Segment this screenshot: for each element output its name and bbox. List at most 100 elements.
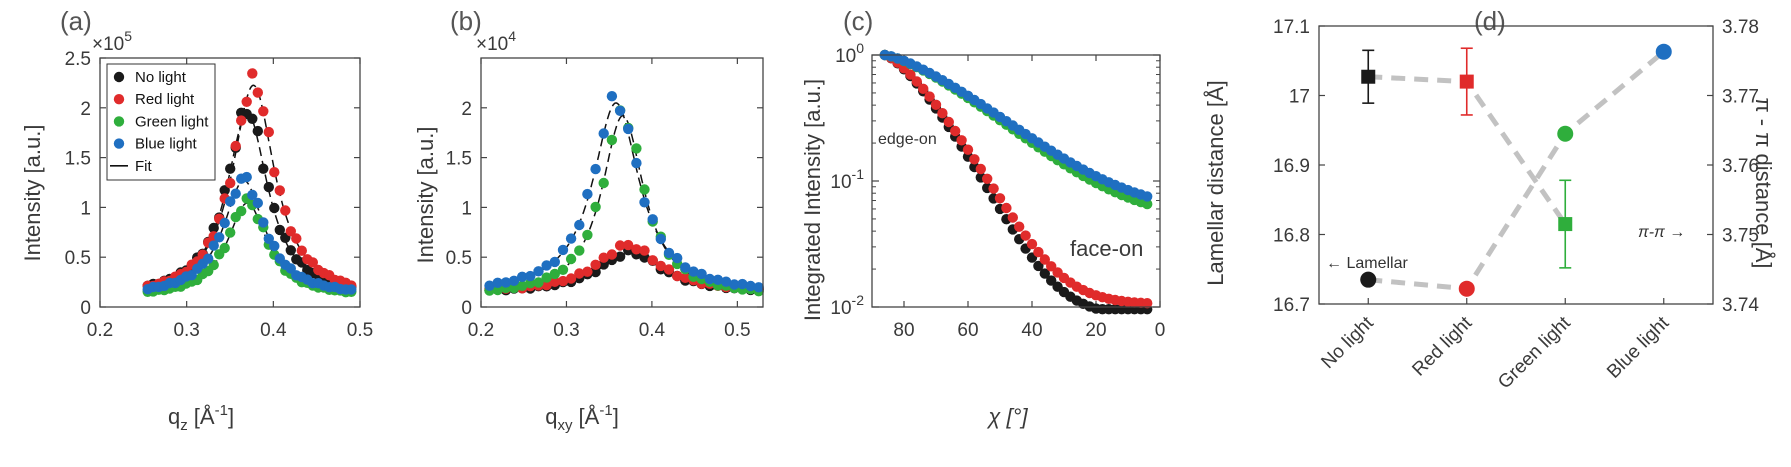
panel-a-data-point [236, 205, 247, 217]
legend-box [106, 63, 216, 181]
panel-c-data-point [988, 183, 999, 194]
panel-b-data-point [672, 270, 683, 282]
panel-a-data-point [219, 217, 230, 229]
panel-b-data-point [484, 280, 495, 291]
legend-marker [113, 138, 125, 149]
panel-b-data-point [549, 276, 560, 287]
panel-a-data-point [230, 140, 241, 152]
panel-a-x-tick-label: 0.5 [347, 320, 373, 341]
panel-a-data-point [208, 222, 219, 234]
panel-b-data-point [541, 260, 552, 271]
panel-b-data-point [606, 249, 618, 260]
panel-b-data-point [500, 277, 512, 288]
panel-c-data-point [1039, 268, 1051, 279]
panel-a-y-tick-label: 1.5 [65, 149, 91, 170]
panel-b-data-point [704, 273, 715, 285]
panel-d-plot-area: 16.7 16.8 16.9 17 17.1 3.74 3.75 3.76 3.77 3.78 No… [1273, 17, 1759, 393]
panel-b-data-point [745, 280, 756, 292]
panel-d-left-tick-label: 17 [1289, 87, 1310, 108]
legend-entry-label: Blue light [135, 136, 198, 153]
panel-b-data-point [623, 123, 634, 135]
panel-b-fit-curve [489, 114, 759, 292]
panel-b-label: (b) [450, 6, 482, 36]
panel-c-data-point [937, 108, 948, 119]
panel-c-data-point [1001, 202, 1012, 214]
panel-c-frame [871, 54, 1161, 308]
panel-b-y-tick-label: 0.5 [446, 248, 472, 269]
panel-d-left-tick-label: 17.1 [1273, 17, 1310, 38]
panel-d-right-tick-label: 3.77 [1722, 87, 1759, 108]
panel-a-data-point [280, 205, 291, 216]
panel-b-data-point [557, 244, 569, 256]
panel-b-data-point [565, 273, 577, 284]
panel-c-data-point [994, 193, 1006, 204]
legend-marker [113, 71, 125, 83]
panel-a-data-point [285, 226, 296, 237]
panel-b-data-point [598, 252, 609, 263]
panel-d-left-tick-label: 16.8 [1273, 226, 1310, 247]
panel-d-category-label: Red light [1408, 312, 1476, 380]
panel-c-data-point [905, 69, 916, 80]
panel-a-y-tick-label: 2.5 [65, 49, 91, 70]
panel-b-data-point [565, 253, 577, 265]
panel-d-category-label: Blue light [1603, 312, 1674, 383]
panel-b-data-point [492, 277, 503, 288]
panel-c-data-point [1142, 198, 1153, 210]
panel-a-x-tick-label: 0.3 [173, 320, 199, 341]
panel-b-data-point [680, 262, 691, 273]
panel-a-x-tick-label: 0.4 [260, 320, 287, 341]
panel-b-data-point [533, 277, 544, 288]
panel-b-data-point [672, 252, 683, 264]
panel-b-data-point [598, 128, 609, 139]
panel-c-data-point [1014, 221, 1025, 232]
pipi-annotation: π-π → [1638, 224, 1685, 241]
panel-a-x-tick-label: 0.2 [87, 320, 113, 341]
panel-a-multiplier: ×105 [92, 28, 132, 55]
panel-a-data-point [230, 188, 241, 199]
panel-b-data-point [614, 240, 626, 251]
legend-entry-label: Green light [135, 113, 209, 130]
panel-d: (d) Lamellar distance [Å] π - π distance… [1203, 6, 1776, 393]
panel-d-category-label: No light [1317, 312, 1378, 373]
panel-b-data-point [533, 266, 544, 277]
panel-b-data-point [590, 201, 601, 213]
panel-b-data-point [549, 268, 560, 280]
panel-b-data-point [590, 259, 601, 270]
panel-b-data-point [753, 282, 764, 293]
panel-a-y-tick-label: 2 [80, 99, 91, 120]
panel-c-data-point [1033, 246, 1044, 258]
panel-a-data-point [225, 177, 236, 189]
pipi-circle-marker [1458, 280, 1475, 297]
legend-entry-label: Fit [135, 158, 152, 175]
panel-b-data-point [549, 256, 560, 268]
panel-a-data-point [252, 197, 263, 209]
panel-a-data-point [263, 233, 274, 244]
panel-b-data-point [590, 163, 601, 175]
panel-b-data-point [492, 284, 503, 296]
panel-b-x-tick-label: 0.3 [553, 320, 579, 341]
panel-a-data-point [274, 224, 285, 236]
panel-b-data-point [614, 251, 626, 262]
panel-b-data-point [565, 233, 577, 244]
panel-a-data-point [225, 227, 236, 238]
panel-d-left-tick-label: 16.9 [1273, 156, 1310, 177]
panel-b-x-tick-label: 0.5 [724, 320, 750, 341]
panel-b-plot-area: 0.2 0.3 0.4 0.5 0 0.5 1 1.5 2 [446, 57, 764, 341]
panel-d-right-tick-label: 3.76 [1722, 156, 1759, 177]
panel-a-y-tick-label: 0.5 [65, 248, 91, 269]
panel-c-data-point [969, 154, 980, 165]
panel-b-data-point [606, 134, 618, 146]
panel-a-data-point [346, 284, 357, 295]
panel-a-data-point [285, 245, 296, 256]
panel-b-data-point [574, 268, 585, 279]
panel-b-y-tick-label: 0 [461, 298, 472, 319]
panel-b-y-tick-label: 1.5 [446, 149, 472, 170]
panel-a-data-point [252, 87, 263, 98]
panel-b-data-point [574, 219, 585, 231]
panel-a-y-tick-label: 0 [80, 298, 91, 319]
panel-b-data-point [737, 278, 748, 290]
panel-a-data-point [247, 113, 258, 125]
panel-c-data-point [1020, 230, 1031, 241]
panel-c-data-point [1033, 260, 1044, 272]
